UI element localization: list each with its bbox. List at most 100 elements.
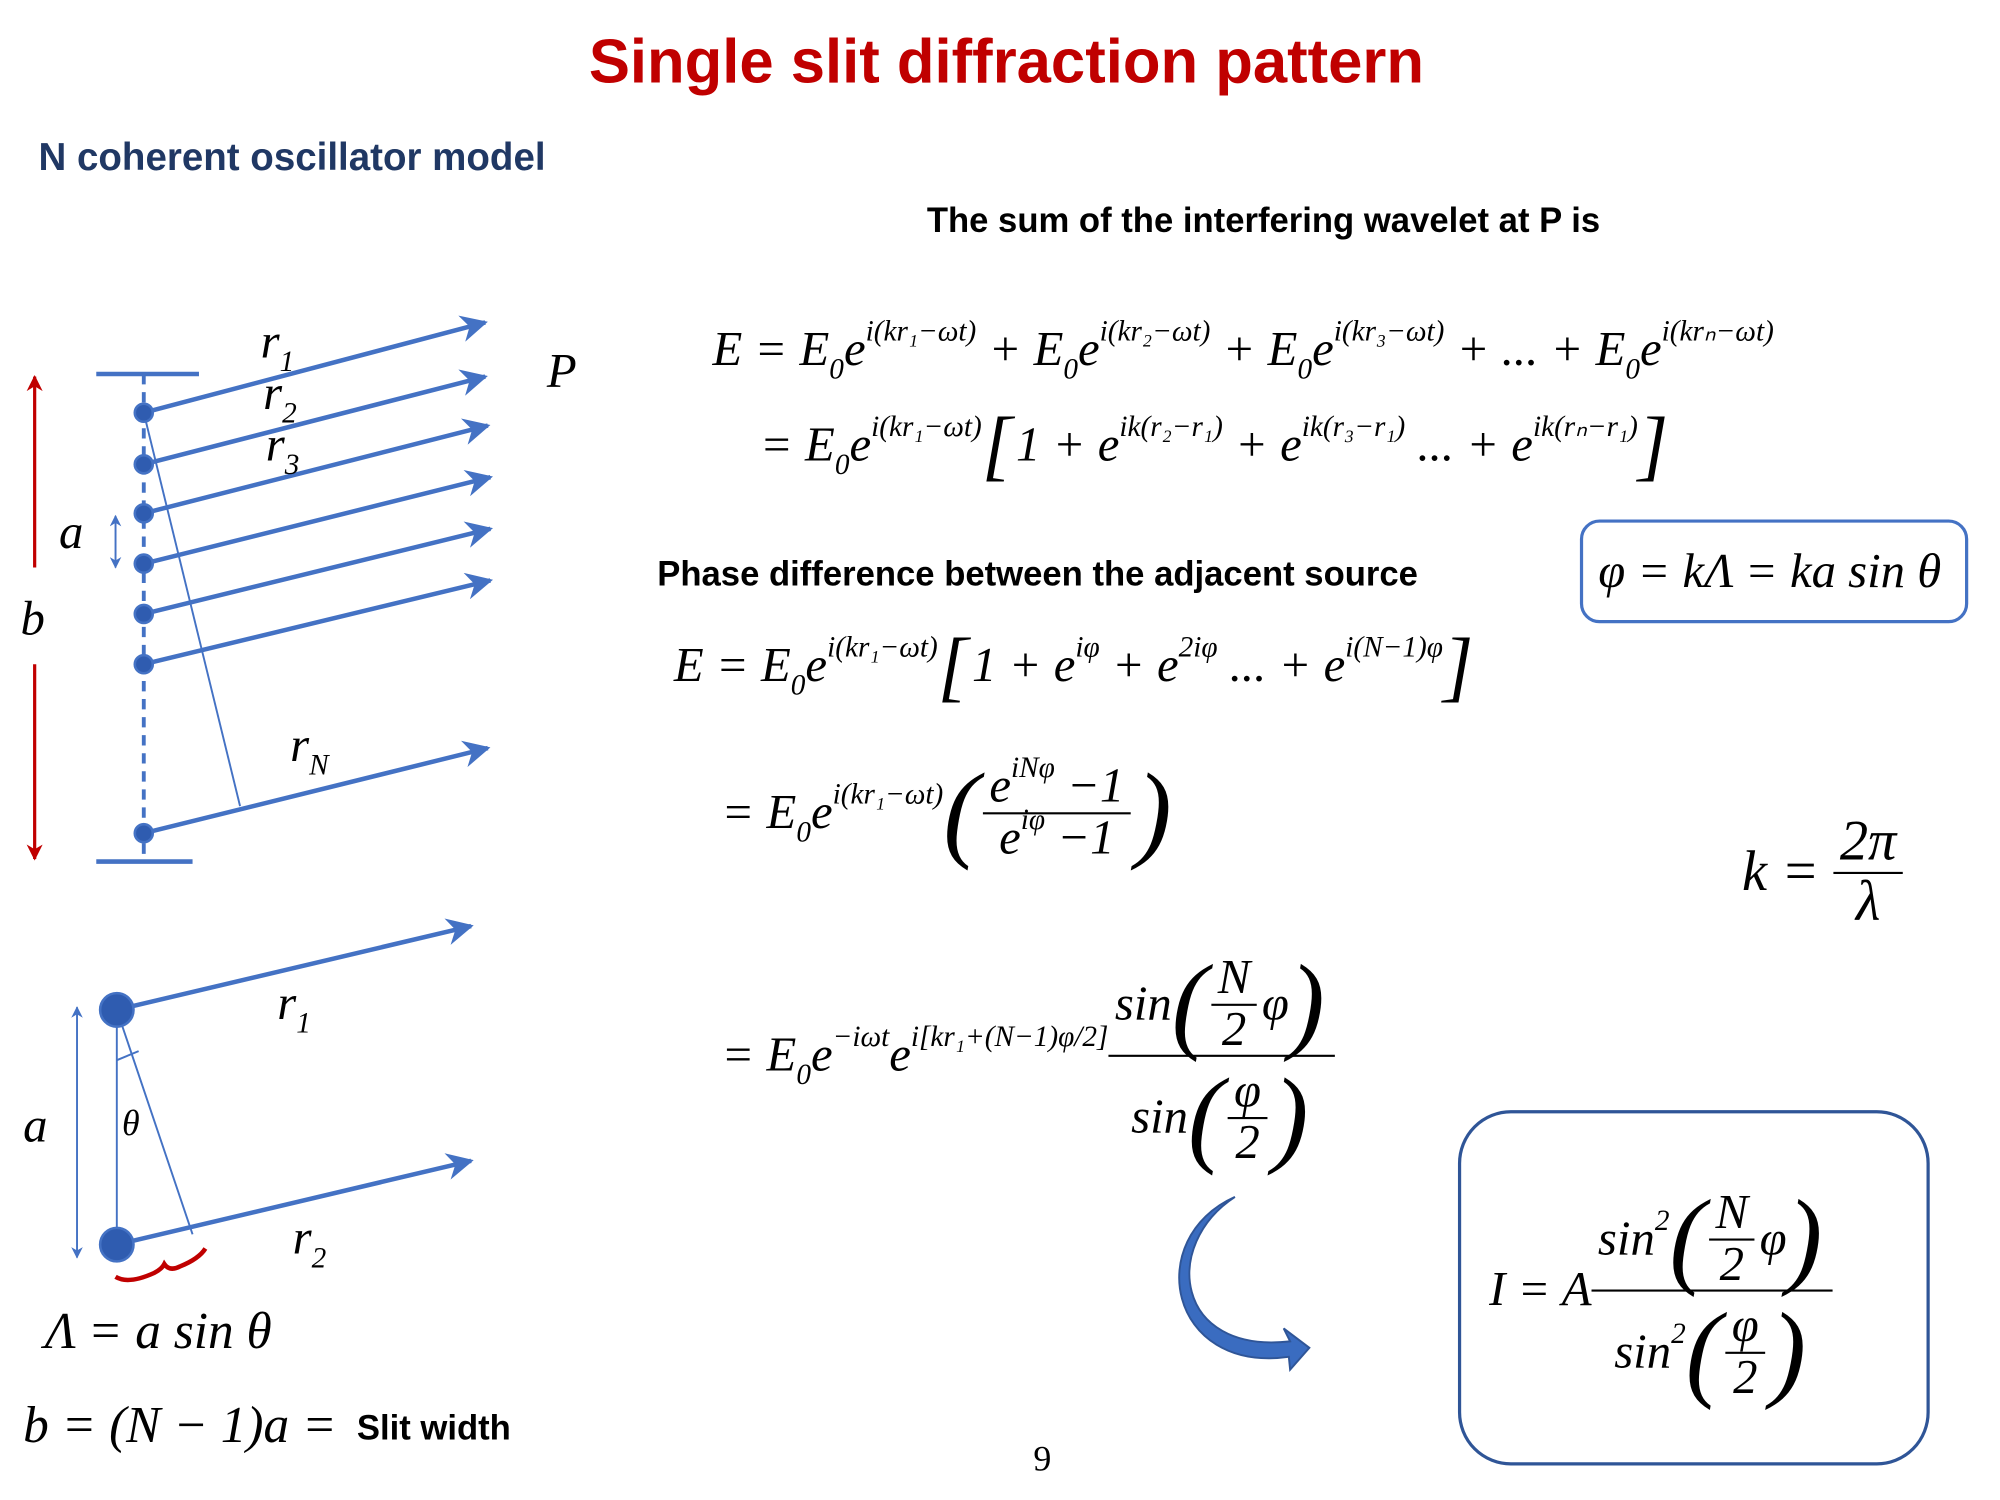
formula-text: 0 [791,670,806,702]
formula-text: e [999,809,1021,864]
formula-text: N [1715,1184,1751,1239]
formula-eq5: = E 0 e −iωt e i[kr₁+(N−1)φ/2]sin(N2 φ)sin(φ2) [721,944,1335,1176]
numerator: φ [1234,1062,1261,1117]
formula-text: [ [938,622,972,709]
formula-text: φ [1760,1210,1787,1265]
diagram-label: a [59,504,83,559]
formula-text: + ... + E [1444,321,1625,376]
formula-text: sin [1598,1210,1655,1265]
numerator: N [1715,1184,1751,1239]
formula-text: φ [1732,1297,1759,1352]
source [133,453,155,475]
perpendicular [142,412,241,807]
ray [143,315,488,415]
denominator: sin(φ2) [1131,1057,1308,1176]
denominator: sin 2(φ2) [1614,1292,1806,1411]
formula-text: e [811,784,833,839]
formula-text: [ [982,401,1016,488]
sum-heading: The sum of the interfering wavelet at P … [927,202,1600,240]
formula-text: b = (N − 1)a = [23,1397,349,1454]
formula-text: ] [1636,401,1668,488]
formula-text: 3 [284,449,300,481]
formula-text: e [989,757,1011,812]
formula-k: k = 2πλ [1742,810,1903,932]
formula-text: e [1078,321,1100,376]
formula-text: ... + e [1405,416,1533,471]
top-diagram [26,315,493,864]
formula-text: i[kr₁+(N−1)φ/2] [911,1021,1109,1053]
formula-text: 2 [1671,1318,1686,1350]
angle-mark [116,1050,140,1062]
formula-text: + e [1223,416,1302,471]
formula-text: ( [1172,944,1214,1063]
formula-text: −iωt [833,1021,891,1053]
formula-text: 2 [1235,1114,1259,1169]
formula-text: −1 [1045,809,1114,864]
denominator: e iφ −1 [999,804,1114,865]
formula-text: ... + e [1218,637,1346,692]
formula-text: 0 [796,1059,811,1091]
formula-text: 0 [1625,354,1640,386]
formula-text: r [263,365,283,420]
formula-text: i(kr₁−ωt) [871,411,982,443]
diagram-label: P [546,343,577,398]
formula-text: 2 [1720,1236,1744,1291]
formula-text: i(N−1)φ [1345,631,1443,663]
formula-text: = E [721,784,796,839]
formula-text: ik(r₂−r₁) [1119,411,1222,443]
formula-text: sin [1131,1089,1188,1144]
formula-text: I = A [1488,1261,1593,1316]
formula-text: E = E [711,321,829,376]
formula-text: φ [1234,1062,1261,1117]
formula-eq1: E = E 0 e i(kr₁−ωt) + E 0 e i(kr₂−ωt) + E 0 e i(k… [711,315,1773,385]
source [133,553,155,574]
formula-text: λ [1854,870,1880,932]
formula-text: 1 [296,1008,311,1040]
formula-text: ik(r₃−r₁) [1302,411,1405,443]
formula-text: N [308,750,330,782]
source [133,653,155,675]
numerator: φ [1732,1297,1759,1352]
formula-text: 1 [280,346,295,378]
formula-text: r [290,717,310,772]
formula-text: + E [976,321,1063,376]
diagram-label: θ [122,1103,140,1143]
formula-eq4: = E 0 e i(kr₁−ωt)(e iNφ −1e iφ −1) [721,752,1171,872]
denominator: 2 [1720,1236,1744,1291]
ray [116,1153,474,1247]
formula-text: N [1217,949,1253,1004]
formula-text: 0 [1297,354,1312,386]
formula-text: e [889,1026,911,1081]
denominator: 2 [1235,1114,1259,1169]
ray [143,418,491,516]
phase-box [1579,519,1969,624]
ray [143,469,493,566]
denominator: 2 [1733,1349,1757,1404]
formula-text: 2iφ [1179,631,1218,663]
formula-text: φ = kΛ = ka sin θ [1598,543,1941,598]
formula-text: ( [943,752,985,871]
formula-text: ik(rₙ−r₁) [1533,411,1638,443]
formula-lambda: Λ = a sin θ [41,1303,272,1360]
formula-text: k = [1742,841,1833,903]
source [133,402,155,424]
formula-text: i(kr₁−ωt) [833,778,944,810]
formula-text: i(krₙ−ωt) [1662,315,1774,347]
formula-eq2: = E 0 e i(kr₁−ωt)[1 + e ik(r₂−r₁) + e ik(r₃−r… [760,401,1668,488]
source [98,1226,135,1263]
formula-text: iφ [1021,804,1045,836]
formula-text: 1 + e [1016,416,1119,471]
formula-text: b [21,590,45,645]
title: Single slit diffraction pattern [589,27,1424,96]
numerator: e iNφ −1 [989,752,1124,813]
formula-text: ( [1188,1057,1230,1176]
formula-text: 2 [1222,1001,1246,1056]
formula-text: e [844,321,866,376]
formula-text: = E [721,1026,796,1081]
